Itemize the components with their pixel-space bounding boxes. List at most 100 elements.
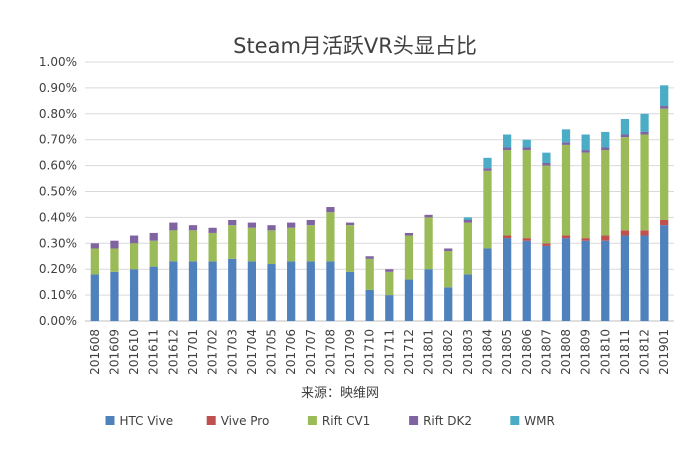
bar-segment [404, 235, 414, 280]
bar-segment [149, 266, 158, 321]
legend-label: HTC Vive [120, 414, 174, 428]
legend-label: Rift DK2 [423, 414, 472, 428]
bar-segment [287, 227, 296, 262]
bar-segment [502, 150, 512, 236]
bar-segment [345, 225, 355, 272]
bar-segment [542, 152, 551, 164]
bar-segment [188, 261, 198, 321]
bar-segment [581, 152, 590, 239]
bar-segment [90, 248, 99, 275]
bar-segment [522, 147, 531, 151]
bar-segment [542, 163, 551, 166]
bar-segment [247, 222, 257, 228]
legend-swatch [206, 416, 216, 425]
bar-segment [660, 219, 669, 226]
bar-segment [601, 235, 610, 241]
chart-title: Steam月活跃VR头显占比 [233, 34, 477, 58]
x-tick-label: 201805 [500, 329, 514, 375]
bar-segment [208, 227, 217, 233]
bar-segment [542, 165, 551, 244]
bar-segment [326, 261, 335, 321]
bar-segment [110, 271, 119, 321]
bar-segment [620, 230, 630, 236]
bar-segment [188, 225, 198, 231]
x-tick-label: 201810 [598, 329, 612, 375]
x-tick-label: 201712 [402, 329, 416, 375]
x-tick-label: 201802 [441, 329, 455, 375]
legend-swatch [510, 416, 520, 425]
bar-segment [502, 235, 512, 239]
y-tick-label: 0.10% [39, 288, 77, 302]
y-tick-label: 0.50% [39, 185, 77, 199]
bar-segment [581, 240, 590, 321]
bar-segment [228, 225, 237, 259]
bar-segment [601, 147, 610, 151]
bar-segment [561, 238, 571, 321]
x-tick-label: 201708 [323, 329, 337, 375]
bar-segment [365, 258, 374, 290]
bar-segment [620, 118, 630, 135]
bar-segment [110, 240, 119, 249]
legend-label: Vive Pro [221, 414, 270, 428]
x-tick-label: 201706 [284, 329, 298, 375]
bar-segment [640, 134, 649, 231]
x-tick-label: 201806 [520, 329, 534, 375]
bar-segment [365, 289, 374, 321]
bar-segment [502, 147, 512, 151]
bar-segment [444, 251, 453, 288]
bar-segment [581, 238, 590, 241]
legend-swatch [105, 416, 115, 425]
x-tick-label: 201704 [245, 329, 259, 375]
y-tick-label: 0.90% [39, 81, 77, 95]
x-tick-label: 201710 [363, 329, 377, 375]
bar-segment [502, 134, 512, 148]
y-tick-label: 0.40% [39, 210, 77, 224]
legend-label: WMR [524, 414, 555, 428]
bar-segment [620, 235, 630, 321]
bar-segment [561, 235, 571, 239]
bar-segment [326, 212, 335, 262]
bar-segment [522, 238, 531, 241]
bar-segment [169, 222, 178, 231]
bars [90, 85, 669, 321]
bar-segment [267, 225, 276, 231]
bar-segment [660, 85, 669, 107]
legend-swatch [409, 416, 419, 425]
x-tick-label: 201609 [107, 329, 121, 375]
bar-segment [287, 261, 296, 321]
bar-segment [385, 271, 394, 296]
x-tick-label: 201711 [382, 329, 396, 375]
bar-segment [542, 243, 551, 246]
bar-segment [483, 170, 492, 249]
bar-segment [129, 269, 139, 321]
bar-segment [129, 235, 139, 244]
bar-segment [542, 245, 551, 321]
bar-segment [444, 248, 453, 252]
bar-segment [620, 137, 630, 231]
bar-segment [640, 235, 649, 321]
bar-segment [660, 225, 669, 321]
bar-segment [522, 240, 531, 321]
x-axis-ticks: 201608 201609 201610 201611 201612 201701 2017… [88, 329, 671, 375]
x-tick-label: 201709 [343, 329, 357, 375]
y-tick-label: 0.20% [39, 262, 77, 276]
x-tick-label: 201703 [225, 329, 239, 375]
x-tick-label: 201705 [265, 329, 279, 375]
bar-segment [444, 287, 453, 321]
bar-segment [385, 269, 394, 272]
x-tick-label: 201608 [88, 329, 102, 375]
y-tick-label: 0.30% [39, 236, 77, 250]
bar-segment [640, 131, 649, 135]
bar-segment [365, 256, 374, 259]
x-tick-label: 201807 [539, 329, 553, 375]
bar-segment [483, 248, 492, 321]
bar-segment [660, 108, 669, 220]
bar-segment [129, 243, 139, 270]
legend-swatch [307, 416, 317, 425]
bar-segment [208, 232, 217, 262]
x-tick-label: 201707 [304, 329, 318, 375]
bar-segment [90, 243, 99, 249]
bar-segment [267, 230, 276, 265]
